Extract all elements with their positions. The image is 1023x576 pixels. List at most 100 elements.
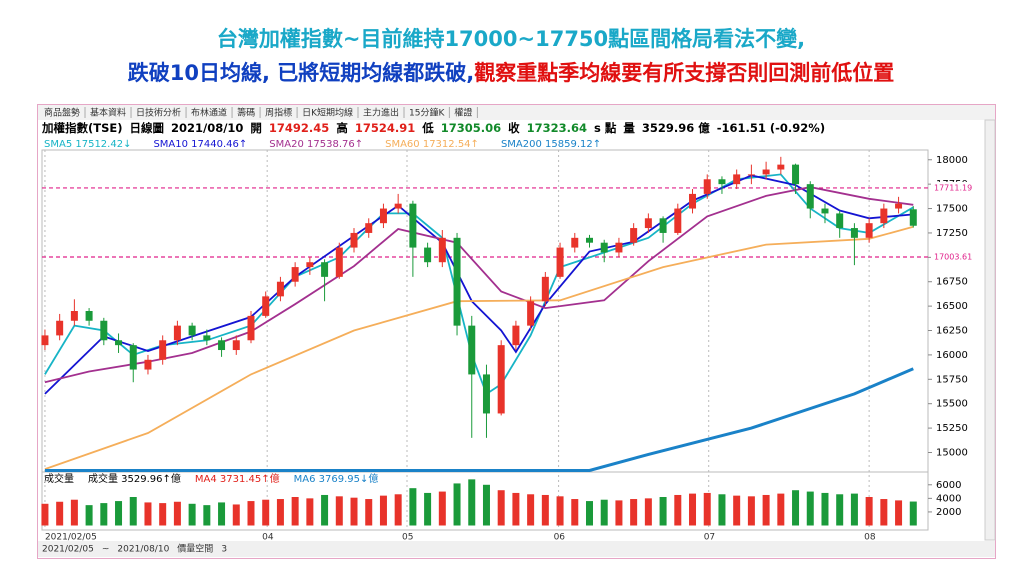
reference-label-bg: [931, 250, 981, 263]
info-item: 開: [250, 121, 262, 135]
tab[interactable]: 權證: [454, 107, 472, 119]
volume-bar: [321, 494, 329, 526]
candle-body: [379, 208, 387, 224]
volume-bar: [644, 498, 652, 526]
legend-entry: SMA10 17440.46↑: [153, 139, 247, 150]
volume-bar: [674, 494, 682, 526]
tab[interactable]: 籌碼: [237, 107, 255, 119]
toolbar-item[interactable]: 2021/02/05: [42, 545, 94, 555]
candle-body: [438, 237, 446, 263]
candle-body: [262, 296, 270, 316]
y-tick-label: 16750: [936, 277, 968, 288]
volume-bar: [836, 494, 844, 526]
tab[interactable]: 日K短期均線: [302, 107, 353, 119]
tab[interactable]: 日技術分析: [136, 107, 181, 119]
volume-bar: [585, 501, 593, 526]
tab[interactable]: 周指標: [265, 107, 292, 119]
volume-bar: [689, 493, 697, 526]
info-item: 高: [336, 121, 348, 135]
candle-body: [527, 301, 535, 326]
y-tick-label: 16500: [936, 301, 968, 312]
candle-body: [850, 228, 858, 238]
tab[interactable]: 布林通道: [191, 107, 227, 119]
x-tick-label: 06: [554, 533, 566, 543]
candle-body: [689, 193, 697, 209]
tab[interactable]: 基本資料: [90, 107, 126, 119]
reference-label-bg: [931, 181, 981, 194]
x-tick-label: 08: [864, 533, 876, 543]
headline-line2: 跌破10日均線, 已將短期均線都跌破,觀察重點季均線要有所支撐否則回測前低位置: [128, 61, 895, 85]
candle-body: [718, 179, 726, 185]
volume-bar: [453, 483, 461, 526]
candle-body: [880, 208, 888, 224]
legend-entry: SMA5 17512.42↓: [44, 139, 131, 150]
toolbar-item[interactable]: 2021/08/10: [117, 545, 169, 555]
bottom-toolbar: [38, 541, 995, 557]
toolbar-item[interactable]: 價量空間: [177, 543, 213, 555]
volume-legend: 成交量 成交量 3529.96↑億 MA4 3731.45↑億 MA6 3769.95…: [44, 472, 378, 485]
volume-bar: [497, 490, 505, 526]
volume-bar: [379, 495, 387, 526]
reference-label: 17003.61: [934, 252, 972, 261]
volume-bar: [850, 493, 858, 526]
volume-bar: [262, 499, 270, 526]
x-tick-label: 07: [704, 533, 715, 543]
volume-bar: [247, 501, 255, 526]
volume-bar: [203, 505, 211, 526]
tab[interactable]: 商品盤勢: [44, 107, 80, 119]
volume-bar: [41, 503, 49, 526]
volume-bar: [821, 492, 829, 526]
legend-entry: SMA200 15859.12↑: [501, 139, 601, 150]
x-tick-label: 05: [402, 533, 413, 543]
candle-body: [630, 228, 638, 243]
candle-body: [482, 374, 490, 414]
candle-body: [674, 208, 682, 233]
volume-bar: [129, 497, 137, 526]
tab[interactable]: 15分鐘K: [409, 107, 445, 119]
volume-bar: [895, 500, 903, 526]
y-tick-label: 17250: [936, 228, 968, 239]
volume-bar: [424, 492, 432, 526]
scrollbar[interactable]: [984, 119, 996, 541]
candle-body: [909, 209, 917, 226]
headline-line2-a: 跌破10日均線, 已將短期均線都跌破,: [128, 61, 475, 85]
volume-bar: [482, 484, 490, 526]
volume-bar: [291, 497, 299, 526]
info-item: 收: [508, 121, 520, 135]
volume-bar: [512, 492, 520, 526]
info-item: 17323.64: [527, 121, 587, 135]
info-item: 2021/08/10: [171, 121, 243, 135]
sma-legend: SMA5 17512.42↓ SMA10 17440.46↑ SMA20 17538…: [44, 139, 601, 150]
volume-bar: [571, 499, 579, 526]
candle-body: [468, 325, 476, 375]
volume-bar: [335, 496, 343, 526]
candle-body: [512, 325, 520, 346]
volume-bar: [747, 496, 755, 526]
y-tick-label: 15250: [936, 423, 968, 434]
tab[interactable]: 主力進出: [363, 107, 399, 119]
candle-body: [218, 340, 226, 351]
toolbar-item: ~: [102, 545, 110, 555]
volume-y-tick-label: 4000: [936, 493, 961, 504]
candle-body: [115, 340, 123, 346]
volume-bar: [880, 499, 888, 526]
info-item: 低: [421, 121, 434, 135]
candle-body: [394, 203, 402, 209]
candle-body: [747, 174, 755, 176]
x-tick-label: 04: [262, 533, 274, 543]
toolbar-item[interactable]: 3: [221, 545, 227, 555]
volume-legend-entry: MA4 3731.45↑億: [195, 472, 280, 485]
volume-bar: [100, 503, 108, 526]
candle-body: [733, 174, 741, 185]
info-item: 量: [623, 121, 635, 135]
candle-body: [70, 311, 78, 321]
x-tick-label: 2021/02/05: [45, 533, 97, 543]
sma-line: [44, 174, 914, 395]
volume-bar: [909, 501, 917, 526]
candle-body: [365, 223, 373, 233]
volume-bar: [85, 505, 93, 526]
headline-line1: 台灣加權指數~目前維持17000~17750點區間格局看法不變,: [217, 27, 805, 51]
y-tick-label: 15500: [936, 399, 968, 410]
volume-bar: [630, 499, 638, 526]
candle-body: [644, 218, 652, 229]
